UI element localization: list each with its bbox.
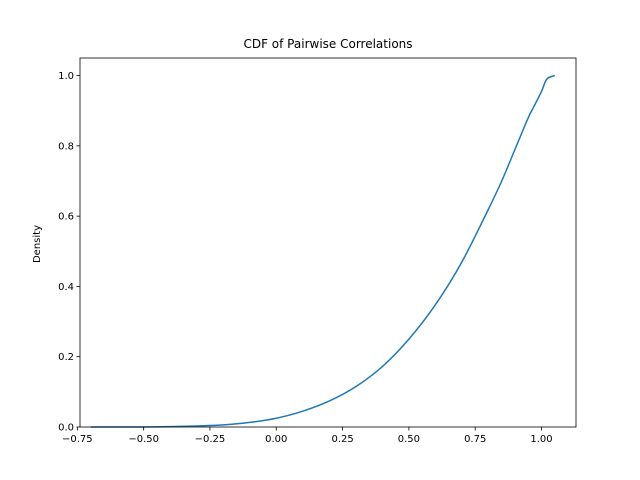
y-tick-label: 0.2 <box>58 352 74 363</box>
x-tick-label: 0.75 <box>464 434 486 445</box>
y-tick-label: 0.0 <box>58 423 74 434</box>
y-tick-label: 1.0 <box>58 71 74 82</box>
cdf-line-0 <box>90 74 556 428</box>
plot-area: −0.75 −0.50 −0.25 0.00 0.25 0.50 0.75 1.00 0.0 0.… <box>58 57 577 445</box>
y-axis-label: Density <box>32 225 43 263</box>
x-tick-label: −0.75 <box>62 434 93 445</box>
y-tick-label: 0.4 <box>58 282 74 293</box>
plot-frame <box>79 57 577 428</box>
x-tick-label: −0.25 <box>195 434 226 445</box>
x-tick-label: 0.50 <box>398 434 420 445</box>
y-tick-label: 0.8 <box>58 141 74 152</box>
x-tick-label: 0.00 <box>265 434 287 445</box>
x-tick-label: −0.50 <box>128 434 159 445</box>
x-tick-label: 0.25 <box>331 434 353 445</box>
x-tick-label: 1.00 <box>530 434 552 445</box>
chart-title: CDF of Pairwise Correlations <box>243 37 412 51</box>
y-tick-label: 0.6 <box>58 212 74 223</box>
